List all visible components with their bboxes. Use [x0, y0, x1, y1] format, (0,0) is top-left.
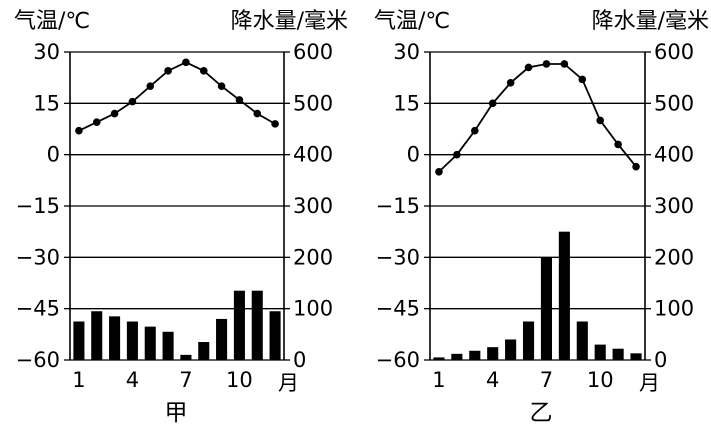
temperature-point: [488, 99, 497, 108]
temperature-point: [128, 97, 137, 106]
precip-bar: [630, 353, 642, 360]
right-tick-label: 400: [654, 143, 694, 167]
temperature-point: [614, 140, 622, 149]
temperature-point: [524, 63, 533, 72]
temperature-point: [435, 167, 443, 176]
precip-bar: [198, 342, 210, 360]
left-tick-label: −15: [16, 194, 60, 218]
right-tick-label: 400: [293, 143, 333, 167]
x-tick-label: 10: [226, 368, 253, 392]
right-tick-label: 200: [654, 245, 694, 269]
x-unit-label: 月: [278, 371, 299, 395]
temperature-point: [542, 60, 551, 68]
left-tick-label: −45: [376, 297, 420, 321]
left-tick-label: 30: [393, 40, 420, 64]
left-tick-label: 30: [33, 40, 60, 64]
precip-bar: [216, 318, 228, 360]
x-tick-label: 1: [72, 368, 85, 392]
chart-caption: 乙: [530, 400, 553, 426]
x-unit-label: 月: [639, 371, 660, 395]
right-tick-label: 600: [654, 40, 694, 64]
temperature-point: [560, 60, 569, 68]
x-tick-label: 4: [486, 368, 499, 392]
left-axis-title: 气温/℃: [14, 9, 90, 34]
temperature-point: [182, 58, 190, 67]
left-axis-title: 气温/℃: [374, 9, 450, 34]
right-tick-label: 500: [654, 91, 694, 115]
precip-bar: [73, 321, 85, 360]
temperature-point: [217, 82, 226, 91]
right-tick-label: 600: [293, 40, 333, 64]
temperature-point: [470, 126, 479, 135]
temperature-point: [164, 67, 172, 75]
temperature-point: [110, 109, 119, 118]
precip-bar: [612, 348, 624, 360]
left-tick-label: −45: [16, 297, 60, 321]
chart-caption: 甲: [165, 400, 188, 426]
precip-bar: [180, 354, 192, 360]
precip-bar: [522, 321, 535, 360]
left-tick-label: −60: [16, 348, 60, 372]
precip-bar: [251, 290, 263, 360]
temperature-point: [506, 79, 515, 87]
climate-chart-1: 30 15 0 −15 −30 −45 −60 600 500 400 300 200 100 0 气温/℃…: [14, 9, 348, 426]
temperature-point: [92, 118, 101, 126]
temperature-point: [632, 162, 640, 171]
right-axis-title: 降水量/毫米: [592, 9, 709, 34]
temperature-point: [596, 116, 605, 125]
right-tick-label: 0: [654, 348, 667, 372]
precip-bar: [269, 311, 281, 360]
precip-bar: [451, 353, 463, 360]
right-tick-label: 300: [654, 194, 694, 218]
temperature-line: [78, 61, 276, 132]
precip-bar: [433, 357, 445, 360]
left-tick-label: 0: [47, 143, 60, 167]
right-tick-label: 200: [293, 245, 333, 269]
precip-bar: [91, 311, 103, 360]
x-tick-label: 4: [126, 368, 139, 392]
precip-bar: [505, 339, 517, 360]
left-tick-label: 0: [407, 143, 420, 167]
precip-bar: [540, 257, 553, 360]
precip-bar: [469, 350, 481, 360]
left-tick-label: −60: [376, 348, 420, 372]
temperature-point: [253, 109, 262, 118]
right-tick-label: 100: [293, 297, 333, 321]
left-tick-label: 15: [393, 91, 420, 115]
temperature-point: [271, 120, 279, 128]
x-tick-label: 7: [179, 368, 192, 392]
climate-chart-2: 30 15 0 −15 −30 −45 −60 600 500 400 300 200 100 0 气温/℃…: [374, 9, 709, 426]
temperature-point: [578, 75, 587, 84]
x-tick-label: 1: [432, 368, 445, 392]
left-tick-label: −15: [376, 194, 420, 218]
right-tick-label: 500: [293, 91, 333, 115]
temperature-point: [146, 82, 155, 91]
precip-bar: [594, 344, 606, 360]
precip-bar: [126, 321, 138, 360]
x-tick-label: 10: [587, 368, 614, 392]
precip-bar: [487, 347, 499, 360]
left-tick-label: −30: [376, 245, 420, 269]
precip-bar: [233, 290, 245, 360]
temperature-point: [235, 96, 244, 104]
precip-bar: [109, 316, 121, 360]
temperature-line: [438, 63, 637, 173]
precip-bar: [576, 321, 588, 360]
temperature-point: [453, 150, 461, 159]
right-axis-title: 降水量/毫米: [231, 9, 348, 34]
x-tick-label: 7: [540, 368, 553, 392]
right-tick-label: 300: [293, 194, 333, 218]
left-tick-label: −30: [16, 245, 60, 269]
precip-bar: [558, 231, 570, 360]
right-tick-label: 100: [654, 297, 694, 321]
precip-bar: [144, 326, 156, 360]
right-tick-label: 0: [293, 348, 306, 372]
precip-bar: [162, 331, 174, 360]
temperature-point: [199, 67, 208, 75]
left-tick-label: 15: [33, 91, 60, 115]
temperature-point: [75, 126, 83, 135]
